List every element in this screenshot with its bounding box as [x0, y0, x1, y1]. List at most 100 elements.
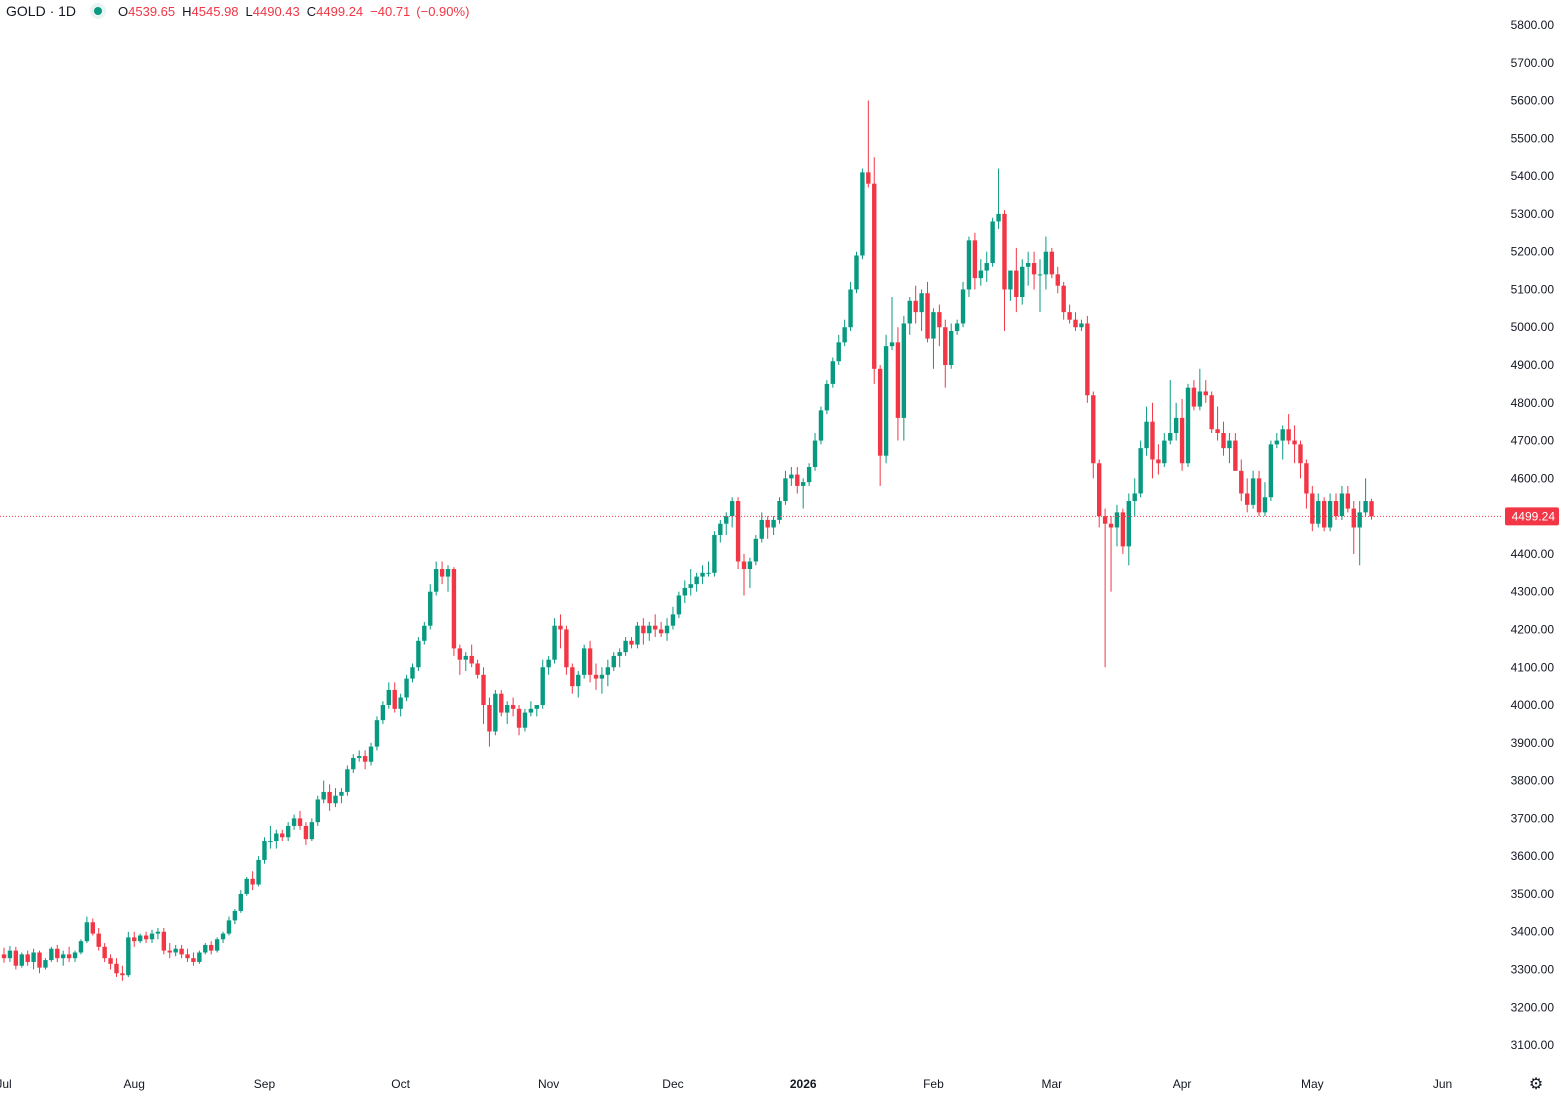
candle-body — [1, 954, 7, 959]
candle — [1286, 414, 1291, 445]
candle — [546, 655, 551, 675]
candle — [1144, 406, 1149, 456]
candle-body — [771, 519, 776, 528]
gear-icon[interactable]: ⚙ — [1528, 1076, 1544, 1093]
candle — [966, 236, 972, 298]
candle-body — [7, 950, 13, 959]
candle — [1351, 501, 1356, 554]
candle-body — [1221, 433, 1226, 449]
candle — [37, 950, 42, 974]
candle-body — [114, 963, 119, 974]
candle — [161, 927, 167, 955]
candle-body — [345, 769, 350, 792]
x-tick-label: 2026 — [790, 1077, 817, 1091]
x-tick-label: Oct — [391, 1077, 410, 1091]
candle-body — [848, 289, 853, 328]
candle — [374, 716, 380, 751]
candle — [499, 689, 504, 717]
candle — [463, 652, 468, 672]
candle-body — [540, 667, 545, 706]
candle-body — [463, 655, 468, 660]
candle — [1333, 493, 1339, 520]
candle-body — [664, 625, 670, 634]
y-tick-label: 5600.00 — [1511, 94, 1555, 108]
candle-body — [759, 519, 764, 539]
candle — [475, 659, 480, 679]
candle-body — [546, 659, 551, 668]
y-tick-label: 4300.00 — [1511, 585, 1555, 599]
candle-body — [1073, 319, 1078, 328]
candle-body — [735, 501, 741, 562]
candle-body — [457, 648, 463, 660]
candle-body — [729, 501, 735, 517]
candle — [90, 918, 95, 936]
candle — [1138, 440, 1143, 498]
candle — [61, 950, 66, 966]
candle — [1179, 399, 1185, 471]
candle-body — [522, 712, 528, 728]
candle — [297, 810, 303, 830]
candle-body — [1369, 501, 1374, 517]
candle-body — [960, 289, 966, 324]
candle — [747, 557, 753, 588]
candle — [333, 788, 338, 808]
candle-body — [1173, 417, 1179, 434]
candle-body — [315, 799, 320, 823]
candle-body — [611, 655, 616, 668]
symbol-title[interactable]: GOLD · 1D — [6, 3, 77, 19]
candle — [96, 927, 101, 951]
y-tick-label: 4800.00 — [1511, 396, 1555, 410]
candle-body — [830, 361, 835, 384]
candle-body — [333, 795, 338, 804]
candle — [19, 952, 24, 968]
candle — [1091, 391, 1096, 479]
candle-body — [291, 818, 297, 826]
candle — [1280, 425, 1285, 460]
candle — [635, 621, 640, 649]
y-tick-label: 3700.00 — [1511, 811, 1555, 825]
candle-body — [1215, 429, 1220, 434]
candle-body — [1108, 523, 1114, 528]
candle-body — [357, 756, 362, 758]
candle — [191, 952, 196, 966]
candle — [854, 251, 859, 294]
candle-body — [1239, 470, 1244, 494]
candle — [540, 659, 545, 709]
candle-body — [706, 572, 711, 574]
candle-body — [505, 705, 510, 713]
candle-body — [1345, 493, 1351, 509]
candle-body — [1357, 512, 1362, 528]
x-tick-label: Feb — [923, 1077, 944, 1091]
candle-body — [718, 523, 723, 536]
candle-body — [1132, 493, 1137, 502]
candle — [185, 948, 190, 962]
candle-body — [1280, 429, 1285, 441]
candle — [931, 308, 936, 369]
candle — [913, 285, 918, 324]
candle-body — [1286, 429, 1291, 441]
candle — [889, 297, 895, 350]
candle — [226, 916, 232, 936]
candle-body — [789, 474, 794, 479]
x-tick-label: Jul — [0, 1077, 12, 1091]
candle-body — [570, 667, 575, 687]
candle-body — [19, 954, 24, 966]
candle — [1339, 485, 1345, 520]
candle — [1304, 459, 1309, 509]
x-axis[interactable]: Jul Aug Sep Oct Nov Dec 2026 Feb Mar Apr May Jun — [0, 1077, 1452, 1091]
candle-body — [647, 625, 652, 634]
candle-body — [877, 368, 883, 456]
candle-body — [499, 693, 504, 713]
candle — [1025, 251, 1031, 286]
candle — [1102, 508, 1108, 668]
y-axis[interactable]: 5800.00 5700.00 5600.00 5500.00 5400.00 5300.… — [1511, 18, 1555, 1052]
y-tick-label: 3400.00 — [1511, 925, 1555, 939]
candle — [1209, 391, 1214, 434]
candle — [789, 467, 794, 486]
candle — [937, 304, 942, 347]
y-tick-label: 5200.00 — [1511, 245, 1555, 259]
candle — [1173, 402, 1179, 441]
candle — [753, 535, 759, 566]
candle-body — [1031, 263, 1037, 275]
